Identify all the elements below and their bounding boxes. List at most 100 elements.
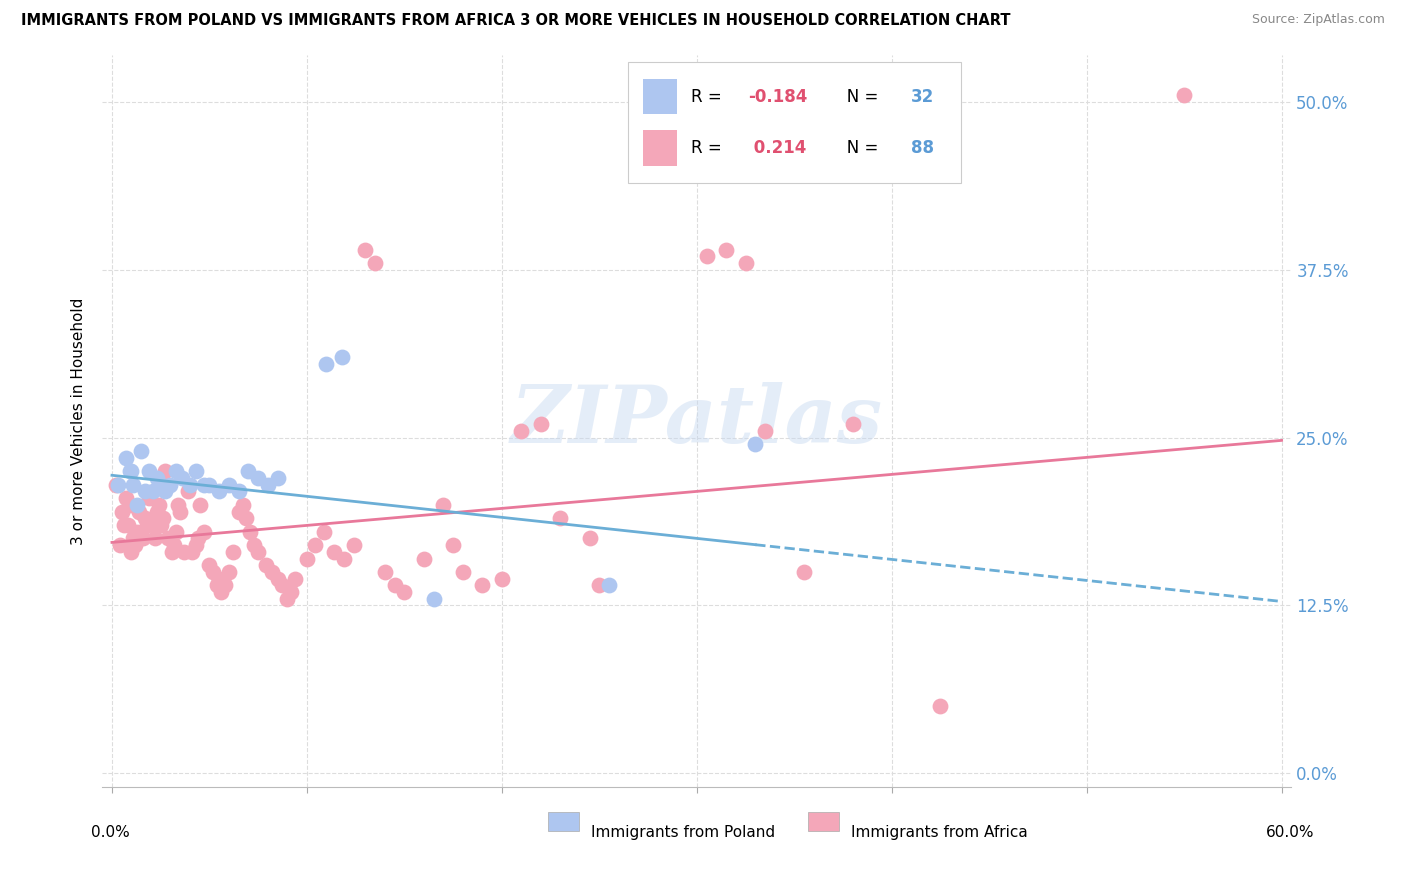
Point	[218, 477, 240, 491]
Text: N =: N =	[831, 87, 884, 106]
Point	[734, 256, 756, 270]
Point	[187, 532, 209, 546]
Point	[247, 471, 270, 485]
Point	[422, 591, 444, 606]
Point	[128, 504, 150, 518]
FancyBboxPatch shape	[644, 79, 676, 114]
Point	[530, 417, 553, 432]
Text: 60.0%: 60.0%	[1267, 825, 1315, 840]
Point	[188, 498, 211, 512]
Point	[228, 504, 250, 518]
Point	[146, 471, 169, 485]
FancyBboxPatch shape	[628, 62, 960, 183]
Point	[247, 545, 270, 559]
Point	[209, 585, 232, 599]
Point	[167, 498, 190, 512]
Point	[266, 572, 288, 586]
Point	[122, 532, 145, 546]
Point	[114, 450, 136, 465]
Point	[146, 504, 169, 518]
Text: Immigrants from Poland: Immigrants from Poland	[591, 825, 775, 840]
Point	[157, 532, 180, 546]
Point	[142, 484, 165, 499]
Text: R =: R =	[690, 87, 727, 106]
Point	[172, 471, 194, 485]
Text: -0.184: -0.184	[748, 87, 807, 106]
FancyBboxPatch shape	[644, 130, 676, 166]
Point	[193, 524, 215, 539]
Text: 0.0%: 0.0%	[91, 825, 131, 840]
Point	[120, 545, 142, 559]
Point	[198, 477, 221, 491]
Point	[173, 545, 195, 559]
Point	[243, 538, 266, 552]
Point	[394, 585, 416, 599]
Point	[111, 504, 134, 518]
Point	[108, 538, 131, 552]
Text: 0.214: 0.214	[748, 139, 806, 157]
Point	[588, 578, 610, 592]
Text: N =: N =	[831, 139, 884, 157]
Point	[471, 578, 494, 592]
Point	[117, 518, 139, 533]
Point	[284, 572, 307, 586]
Point	[202, 565, 225, 579]
Point	[280, 585, 302, 599]
Point	[122, 477, 145, 491]
Point	[330, 350, 353, 364]
Point	[149, 518, 172, 533]
Point	[114, 491, 136, 505]
Point	[260, 565, 283, 579]
Point	[138, 491, 160, 505]
Point	[218, 565, 240, 579]
Point	[793, 565, 815, 579]
Point	[193, 477, 215, 491]
Point	[315, 357, 337, 371]
Point	[198, 558, 221, 573]
Point	[149, 477, 172, 491]
Point	[153, 484, 176, 499]
Text: 88: 88	[911, 139, 934, 157]
Point	[754, 424, 776, 438]
Point	[228, 484, 250, 499]
Point	[374, 565, 396, 579]
Point	[124, 538, 146, 552]
Point	[232, 498, 254, 512]
Point	[314, 524, 336, 539]
Point	[238, 464, 260, 478]
Point	[343, 538, 366, 552]
Point	[120, 464, 142, 478]
Point	[107, 477, 129, 491]
Point	[152, 511, 174, 525]
Point	[142, 518, 165, 533]
Point	[304, 538, 326, 552]
Point	[138, 464, 160, 478]
Point	[180, 545, 202, 559]
Point	[205, 578, 228, 592]
Text: IMMIGRANTS FROM POLAND VS IMMIGRANTS FROM AFRICA 3 OR MORE VEHICLES IN HOUSEHOLD: IMMIGRANTS FROM POLAND VS IMMIGRANTS FRO…	[21, 13, 1011, 29]
Point	[491, 572, 513, 586]
Point	[364, 256, 387, 270]
Point	[177, 484, 200, 499]
Point	[276, 591, 298, 606]
Point	[323, 545, 346, 559]
Point	[159, 477, 181, 491]
Text: Source: ZipAtlas.com: Source: ZipAtlas.com	[1251, 13, 1385, 27]
Point	[714, 243, 737, 257]
Point	[112, 518, 135, 533]
Point	[235, 511, 257, 525]
Point	[354, 243, 377, 257]
Point	[254, 558, 277, 573]
Point	[598, 578, 620, 592]
Point	[578, 532, 600, 546]
Point	[165, 464, 187, 478]
Point	[162, 545, 184, 559]
Point	[550, 511, 572, 525]
Point	[136, 518, 159, 533]
Point	[441, 538, 464, 552]
Y-axis label: 3 or more Vehicles in Household: 3 or more Vehicles in Household	[72, 297, 86, 545]
Text: ZIPatlas: ZIPatlas	[510, 382, 883, 459]
Point	[134, 484, 156, 499]
Point	[179, 477, 201, 491]
Point	[153, 464, 176, 478]
